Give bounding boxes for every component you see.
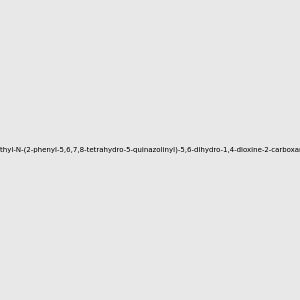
Text: 3-methyl-N-(2-phenyl-5,6,7,8-tetrahydro-5-quinazolinyl)-5,6-dihydro-1,4-dioxine-: 3-methyl-N-(2-phenyl-5,6,7,8-tetrahydro-… (0, 147, 300, 153)
